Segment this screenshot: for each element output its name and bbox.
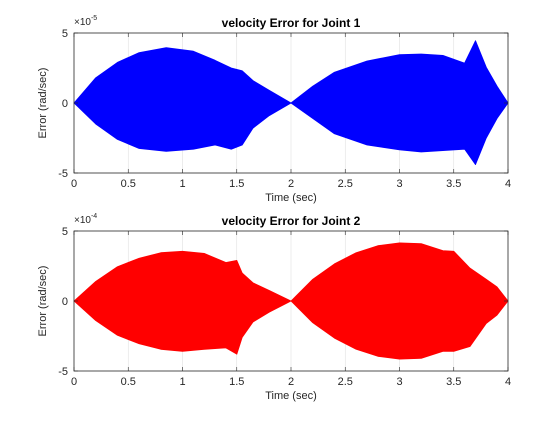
x-tick-labels: 0 0.5 1 1.5 2 2.5 3 3.5 4 [71,178,511,190]
y-tick-label: -5 [58,366,68,378]
x-tick-label: 0.5 [121,178,136,190]
x-tick-label: 0 [71,376,77,388]
x-tick-label: 0.5 [121,376,136,388]
x-tick-label: 3 [396,376,402,388]
y-tick-label: 5 [62,226,68,238]
y-axis-label: Error (rad/sec) [37,266,49,337]
x-tick-label: 2.5 [338,178,353,190]
x-tick-label: 1.5 [229,376,244,388]
x-tick-label: 4 [505,376,511,388]
x-axis-label: Time (sec) [265,390,317,402]
subplot-joint-2[interactable]: 0 0.5 1 1.5 2 2.5 3 3.5 4 -505 ×10-4 velocity Er… [37,213,511,402]
x-tick-label: 1.5 [229,178,244,190]
exponent-power: -5 [91,15,97,22]
x-axis-label: Time (sec) [265,192,317,204]
x-tick-label: 4 [505,178,511,190]
y-tick-label: 0 [62,98,68,110]
x-tick-label: 3 [396,178,402,190]
y-tick-labels: -5 0 5 [58,28,68,180]
x-tick-label: 2.5 [338,376,353,388]
x-tick-label: 2 [288,376,294,388]
x-tick-label: 1 [179,376,185,388]
x-tick-label: 1 [179,178,185,190]
y-axis-label: Error (rad/sec) [37,68,49,139]
exponent-base: ×10 [74,215,91,226]
x-tick-label: 2 [288,178,294,190]
y-exponent-label: ×10-4 [74,213,97,226]
x-tick-labels: 0 0.5 1 1.5 2 2.5 3 3.5 4 [71,376,511,388]
chart-title: velocity Error for Joint 1 [222,16,361,30]
x-tick-label: 3.5 [446,376,461,388]
y-tick-labels: -5 0 5 [58,226,68,378]
y-tick-label: 5 [62,28,68,40]
y-exponent-label: ×10-5 [74,15,97,28]
y-tick-label: -5 [58,168,68,180]
x-tick-label: 3.5 [446,178,461,190]
x-tick-label: 0 [71,178,77,190]
chart-title: velocity Error for Joint 2 [222,214,361,228]
subplot-joint-1[interactable]: 0 0.5 1 1.5 2 2.5 3 3.5 4 -505 ×10-5 velocity Er… [37,15,511,204]
exponent-power: -4 [91,213,97,220]
y-tick-label: 0 [62,296,68,308]
exponent-base: ×10 [74,17,91,28]
